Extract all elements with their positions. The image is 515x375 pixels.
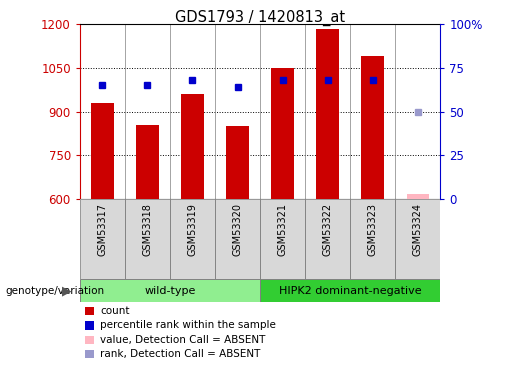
Bar [305, 199, 350, 279]
Text: GSM53324: GSM53324 [413, 203, 423, 256]
Bar [406, 194, 429, 199]
Text: percentile rank within the sample: percentile rank within the sample [100, 321, 277, 330]
Text: GSM53323: GSM53323 [368, 203, 377, 256]
Bar [396, 199, 440, 279]
Bar [260, 199, 305, 279]
Text: value, Detection Call = ABSENT: value, Detection Call = ABSENT [100, 335, 266, 345]
Bar [215, 199, 260, 279]
Text: GSM53318: GSM53318 [143, 203, 152, 256]
Bar [125, 199, 170, 279]
Bar [181, 94, 204, 199]
Text: GSM53317: GSM53317 [97, 203, 107, 256]
Bar [260, 279, 440, 302]
Bar [80, 279, 260, 302]
Bar [350, 199, 396, 279]
Text: ▶: ▶ [62, 284, 72, 297]
Text: GSM53319: GSM53319 [187, 203, 197, 256]
Text: GSM53320: GSM53320 [233, 203, 243, 256]
Bar [271, 68, 294, 199]
Text: rank, Detection Call = ABSENT: rank, Detection Call = ABSENT [100, 349, 261, 359]
Bar [226, 126, 249, 199]
Text: HIPK2 dominant-negative: HIPK2 dominant-negative [279, 286, 421, 296]
Bar [316, 29, 339, 199]
Text: GDS1793 / 1420813_at: GDS1793 / 1420813_at [175, 9, 345, 26]
Bar [80, 199, 125, 279]
Text: wild-type: wild-type [144, 286, 196, 296]
Bar [170, 199, 215, 279]
Bar [136, 124, 159, 199]
Text: GSM53322: GSM53322 [323, 203, 333, 256]
Text: genotype/variation: genotype/variation [5, 286, 104, 296]
Bar [362, 56, 384, 199]
Text: count: count [100, 306, 130, 316]
Text: GSM53321: GSM53321 [278, 203, 287, 256]
Bar [91, 103, 114, 199]
